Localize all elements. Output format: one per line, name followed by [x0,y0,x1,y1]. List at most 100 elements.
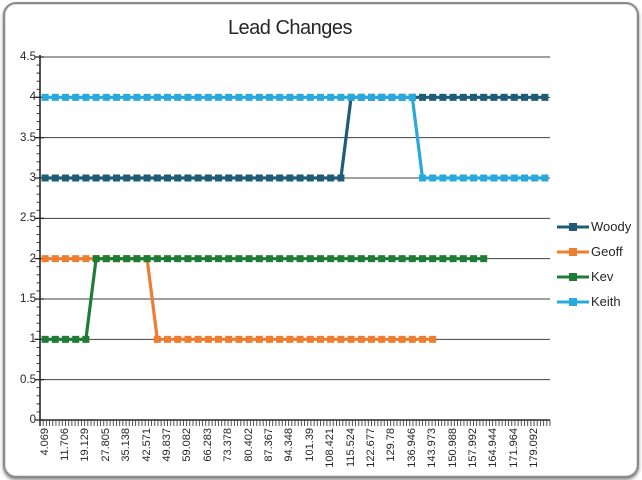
series-marker-woody [306,174,314,182]
series-marker-geoff [357,335,365,343]
x-axis-tick-label: 73.378 [222,428,235,462]
series-marker-keith [164,93,171,101]
x-axis-tick-label: 101.39 [303,428,316,462]
series-marker-geoff [225,335,233,343]
series-marker-woody [296,174,304,182]
x-axis-tick-label: 164.944 [487,428,500,468]
series-marker-keith [378,93,386,101]
series-marker-keith [541,174,549,182]
series-marker-woody [82,174,90,182]
x-axis-tick-label: 59.082 [181,428,194,462]
series-marker-keith [327,93,335,101]
series-marker-geoff [204,335,212,343]
series-marker-kev [113,255,120,263]
series-marker-kev [449,255,457,263]
series-marker-kev [378,255,386,263]
series-marker-kev [164,255,171,263]
series-marker-geoff [429,335,437,343]
series-marker-kev [204,255,212,263]
series-marker-keith [500,174,508,182]
series-marker-keith [82,93,90,101]
series-marker-kev [102,255,110,263]
series-marker-woody [276,174,284,182]
x-axis-tick-label: 122.677 [365,428,377,468]
series-marker-woody [429,93,437,101]
series-marker-woody [327,174,335,182]
series-marker-kev [306,255,314,263]
y-axis-tick-label: 0 [29,414,36,426]
series-marker-kev [82,335,90,343]
series-marker-geoff [184,335,192,343]
series-marker-kev [184,255,192,263]
series-marker-geoff [276,335,284,343]
series-marker-kev [368,255,375,263]
series-marker-woody [286,174,294,182]
series-marker-woody [174,174,182,182]
series-marker-kev [408,255,416,263]
x-axis-tick-label: 4.069 [38,428,51,456]
x-axis-tick-label: 157.992 [467,428,479,468]
series-marker-woody [164,174,171,182]
plot-area [34,55,551,426]
series-marker-keith [133,93,141,101]
series-marker-woody [235,174,243,182]
series-marker-kev [133,255,141,263]
series-marker-kev [215,255,222,263]
legend-label: Woody [591,219,632,234]
series-marker-kev [480,255,488,263]
series-marker-geoff [41,255,49,263]
chart-canvas: Lead Changes 4.069 11.706 19.129 27.805 35.1… [5,4,637,476]
series-marker-keith [235,93,243,101]
series-marker-geoff [215,335,222,343]
series-marker-geoff [255,335,263,343]
y-axis-tick-label: 2.5 [20,212,36,225]
series-marker-geoff [51,255,59,263]
series-marker-keith [62,93,69,101]
series-marker-woody [490,93,498,101]
series-marker-keith [143,93,151,101]
series-marker-keith [266,93,273,101]
x-axis-tick-label: 19.129 [79,428,92,462]
series-marker-geoff [82,255,90,263]
series-marker-keith [51,93,59,101]
series-marker-kev [296,255,304,263]
series-marker-keith [439,174,447,182]
series-marker-geoff [266,335,273,343]
series-marker-keith [470,174,477,182]
series-marker-kev [235,255,243,263]
series-marker-keith [317,93,324,101]
series-marker-keith [398,93,406,101]
series-marker-geoff [194,335,202,343]
series-marker-keith [419,174,426,182]
series-marker-geoff [245,335,253,343]
x-axis-tick-label: 80.402 [242,428,255,462]
series-marker-geoff [286,335,294,343]
series-marker-kev [225,255,233,263]
legend-label: Geoff [591,244,623,259]
x-axis-tick-label: 171.964 [507,428,520,468]
legend-swatch [557,222,589,231]
series-marker-keith [510,174,518,182]
series-marker-keith [490,174,498,182]
series-marker-keith [92,93,100,101]
series-marker-keith [194,93,202,101]
series-marker-keith [215,93,222,101]
y-axis-tick-label: 1 [29,333,36,346]
x-axis-tick-label: 27.805 [99,428,112,462]
series-marker-geoff [419,335,426,343]
legend: Woody Geoff Kev Keith [557,214,637,314]
x-axis-tick-label: 94.348 [283,428,296,462]
x-axis-tick-label: 129.78 [385,428,398,462]
x-axis-tick-label: 115.524 [344,428,357,467]
series-marker-kev [357,255,365,263]
series-marker-keith [388,93,396,101]
series-marker-woody [500,93,508,101]
series-marker-woody [113,174,120,182]
series-marker-woody [419,93,426,101]
series-marker-keith [123,93,131,101]
series-marker-geoff [327,335,335,343]
x-axis-tick-label: 136.946 [405,428,418,468]
series-marker-woody [541,93,549,101]
series-marker-geoff [296,335,304,343]
series-marker-woody [459,93,467,101]
